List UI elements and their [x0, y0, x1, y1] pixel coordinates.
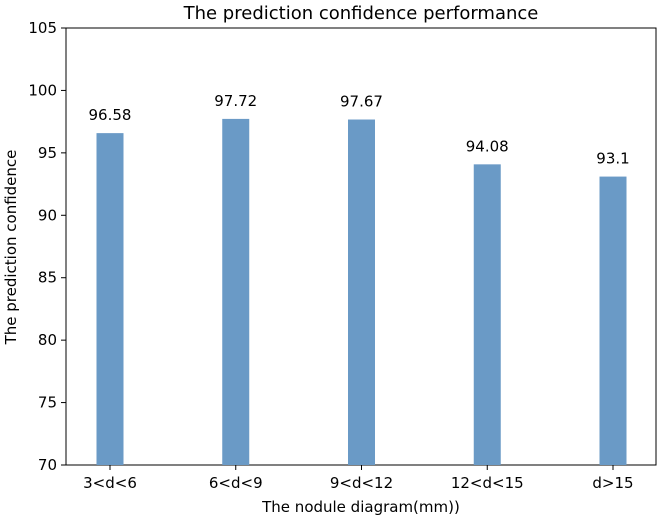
data-labels: 96.58 97.72 97.67 94.08 93.1 [89, 92, 630, 168]
x-tick-label-1: 3<d<6 [83, 474, 137, 492]
data-label-2: 97.72 [214, 92, 257, 110]
bar-1 [96, 133, 124, 466]
y-tick-label-85: 85 [38, 269, 57, 287]
chart-title: The prediction confidence performance [183, 3, 539, 24]
bar-2 [222, 118, 250, 466]
data-label-1: 96.58 [89, 106, 132, 124]
x-axis-ticks: 3<d<6 6<d<9 9<d<12 12<d<15 d>15 [83, 465, 634, 492]
data-label-3: 97.67 [340, 93, 383, 111]
data-label-5: 93.1 [596, 150, 629, 168]
y-axis-ticks: 70 75 80 85 90 95 100 105 [28, 19, 66, 474]
y-tick-label-105: 105 [28, 19, 57, 37]
x-axis-label: The nodule diagram(mm)) [261, 498, 460, 516]
x-tick-label-2: 6<d<9 [209, 474, 263, 492]
y-tick-label-100: 100 [28, 81, 57, 99]
x-tick-label-3: 9<d<12 [330, 474, 393, 492]
y-tick-label-75: 75 [38, 394, 57, 412]
y-tick-label-90: 90 [38, 206, 57, 224]
y-tick-label-80: 80 [38, 331, 57, 349]
bar-5 [599, 176, 627, 465]
data-label-4: 94.08 [466, 137, 509, 155]
y-tick-label-70: 70 [38, 456, 57, 474]
x-tick-label-5: d>15 [592, 474, 633, 492]
bar-4 [473, 164, 501, 465]
bar-3 [348, 119, 375, 465]
x-tick-label-4: 12<d<15 [451, 474, 524, 492]
y-axis-label: The prediction confidence [2, 150, 20, 346]
y-tick-label-95: 95 [38, 144, 57, 162]
bars [96, 118, 627, 466]
